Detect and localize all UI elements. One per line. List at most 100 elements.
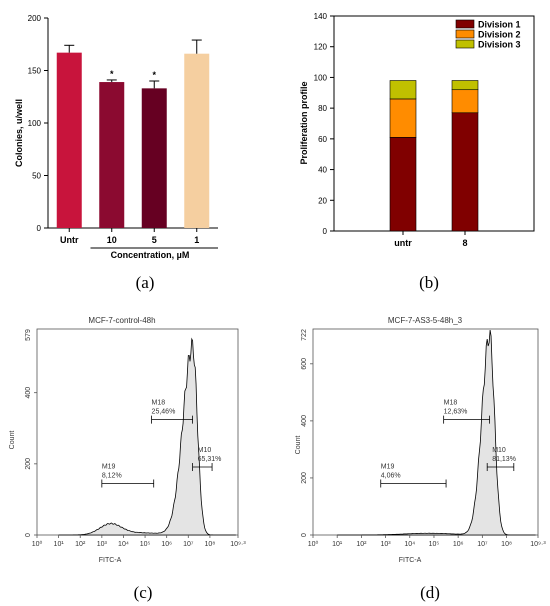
panel-c-xlabel: FITC-A <box>99 557 122 564</box>
panel-b-ytick-label: 120 <box>314 43 328 52</box>
panel-b-ylabel: Proliferation profile <box>299 81 309 164</box>
panel-c-caption: (c) <box>134 583 153 602</box>
panel-c-plot: 0 200 400 579 10⁰ 10¹ 10² 10³ 10⁴ 10⁵ 10⁶ 10⁷ 10⁸ 10⁹… <box>25 328 246 548</box>
panel-a-xtick-label: Untr <box>60 235 79 245</box>
histogram-xtick-label: 10⁷ <box>477 541 488 548</box>
gate-value: 81,13% <box>492 456 516 463</box>
panel-b-ytick-label: 140 <box>314 12 328 21</box>
histogram-ymax-label: 579 <box>25 329 32 341</box>
panel-d-title: MCF-7-AS3-5-48h_3 <box>388 316 463 325</box>
gate-name: M19 <box>102 464 116 471</box>
histogram-xtick-label: 10⁰ <box>32 540 43 548</box>
panel-b-bar-segment <box>451 80 479 91</box>
histogram-xtick-label: 10⁵ <box>429 541 440 548</box>
panel-c-ylabel: Count <box>9 431 16 450</box>
histogram-xtick-label: 10⁷ <box>183 541 194 548</box>
gate-value: 25,46% <box>152 409 176 416</box>
panel-b-bar-segment <box>451 89 479 114</box>
panel-b-ytick-label: 80 <box>318 104 327 113</box>
panel-a-xlabel: Concentration, µM <box>111 250 190 260</box>
panel-b-legend-swatch <box>455 29 475 39</box>
panel-a-caption: (a) <box>136 273 155 292</box>
panel-b-bar-segment <box>389 137 417 232</box>
panel-a-ytick-label: 0 <box>37 224 42 233</box>
panel-b-caption: (b) <box>419 273 439 292</box>
histogram-frame <box>36 328 239 536</box>
histogram-xtick-label: 10⁰ <box>308 540 319 548</box>
histogram-ytick-label: 600 <box>301 358 308 370</box>
panel-a-bar <box>99 82 125 228</box>
gate-name: M18 <box>444 400 458 407</box>
gate-value: 8,12% <box>102 473 122 480</box>
panel-c: 0 200 400 579 10⁰ 10¹ 10² 10³ 10⁴ 10⁵ 10⁶ 10⁷ 10⁸ 10⁹… <box>9 316 246 602</box>
histogram-xtick-label: 10⁵ <box>140 541 151 548</box>
panel-a-ytick-label: 200 <box>28 14 42 23</box>
histogram-xtick-label: 10³ <box>97 541 108 548</box>
panel-a-ytick-label: 100 <box>28 119 42 128</box>
panel-a-bar <box>141 88 167 228</box>
panel-a-bars: * * <box>56 39 210 229</box>
histogram-xtick-label: 10⁸ <box>205 541 216 548</box>
panel-d-plot: 0 200 400 600 722 10⁰ 10¹ 10² 10³ 10⁴ 10⁵ 10⁶ 10⁷ 10⁸… <box>301 328 546 548</box>
histogram-xtick-label: 10⁹·³ <box>530 541 546 548</box>
histogram-xtick-label: 10⁶ <box>453 541 464 548</box>
panel-b-bar-segment <box>389 98 417 138</box>
panel-a-bar <box>184 53 210 229</box>
panel-b-bar-segment <box>389 80 417 100</box>
histogram-ytick-label: 400 <box>25 387 32 399</box>
panel-b-legend-swatch <box>455 39 475 49</box>
histogram-xtick-label: 10⁸ <box>501 541 512 548</box>
panel-b-bars <box>389 80 479 232</box>
histogram-xtick-label: 10¹ <box>332 541 343 548</box>
panel-b-ytick-label: 0 <box>323 227 328 236</box>
histogram-xtick-label: 10³ <box>381 541 392 548</box>
panel-a-ytick-label: 50 <box>32 172 41 181</box>
histogram-ytick-label: 400 <box>301 415 308 427</box>
histogram-xtick-label: 10² <box>75 541 86 548</box>
gate-name: M19 <box>381 464 395 471</box>
panel-b-bar-segment <box>451 112 479 232</box>
histogram-curve <box>337 330 536 536</box>
panel-d-caption: (d) <box>420 583 440 602</box>
gate-name: M18 <box>152 400 166 407</box>
panel-a-ytick-label: 150 <box>28 67 42 76</box>
panel-b-axes: 0 20 40 60 80 100 120 140 untr 8 <box>314 12 535 248</box>
panel-b-frame <box>333 15 535 232</box>
gate-value: 65,31% <box>198 456 222 463</box>
histogram-ytick-label: 200 <box>301 472 308 484</box>
panel-b-legend-label: Division 3 <box>478 40 521 50</box>
histogram-xtick-label: 10² <box>356 541 367 548</box>
panel-a-significance-marker: * <box>110 69 114 79</box>
panel-b-ytick-label: 60 <box>318 135 327 144</box>
panel-b-legend-label: Division 2 <box>478 30 521 40</box>
gate-name: M10 <box>198 447 212 454</box>
panel-b-xtick-label: 8 <box>462 238 467 248</box>
histogram-xtick-label: 10¹ <box>54 541 65 548</box>
histogram-xtick-label: 10⁴ <box>404 541 415 548</box>
panel-b-legend-label: Division 1 <box>478 20 521 30</box>
panel-d: 0 200 400 600 722 10⁰ 10¹ 10² 10³ 10⁴ 10⁵ 10⁶ 10⁷ 10⁸… <box>295 316 546 602</box>
histogram-ytick-label: 200 <box>25 458 32 470</box>
gate-value: 12,63% <box>444 409 468 416</box>
histogram-xtick-label: 10⁹·³ <box>230 541 246 548</box>
panel-c-title: MCF-7-control-48h <box>88 316 155 325</box>
gate-name: M10 <box>492 447 506 454</box>
panel-a-bar <box>56 52 82 229</box>
histogram-curve <box>58 337 236 536</box>
histogram-ytick-label: 0 <box>25 533 32 537</box>
panel-a-xtick-label: 5 <box>152 235 157 245</box>
panel-b-ytick-label: 20 <box>318 196 327 205</box>
panel-d-ylabel: Count <box>295 436 302 455</box>
histogram-frame <box>312 328 539 536</box>
gate-value: 4,06% <box>381 473 401 480</box>
histogram-ytick-label: 0 <box>301 533 308 537</box>
panel-b-ytick-label: 40 <box>318 166 327 175</box>
histogram-xtick-label: 10⁴ <box>118 541 129 548</box>
panel-b-ytick-label: 100 <box>314 73 328 82</box>
panel-a-ylabel: Colonies, u/well <box>14 99 24 167</box>
panel-a-xtick-label: 10 <box>107 235 117 245</box>
histogram-ymax-label: 722 <box>301 329 308 341</box>
